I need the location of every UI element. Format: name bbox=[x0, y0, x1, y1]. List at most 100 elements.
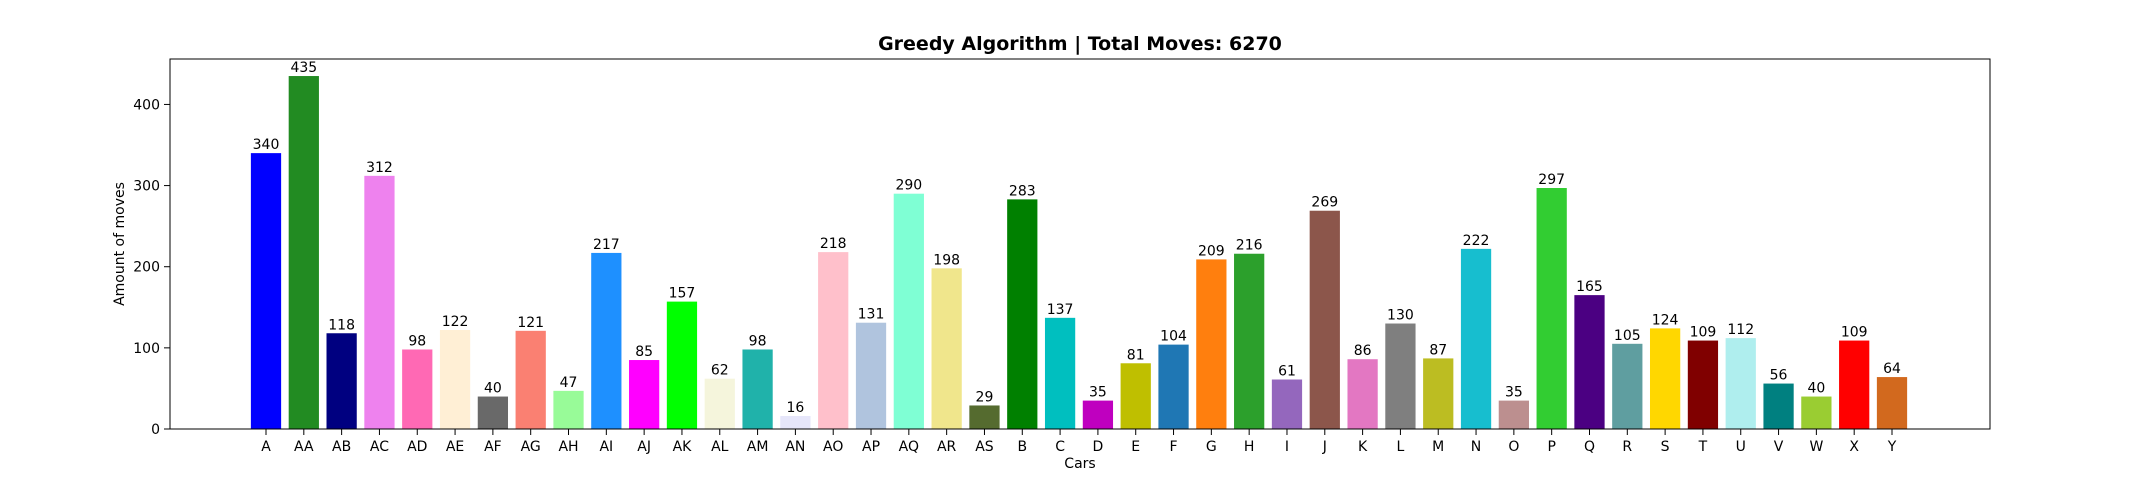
data-label: 283 bbox=[1009, 183, 1036, 199]
x-tick-label: AA bbox=[294, 439, 314, 455]
x-tick-label: T bbox=[1698, 439, 1708, 455]
data-label: 130 bbox=[1387, 308, 1414, 324]
x-tick-label: G bbox=[1206, 439, 1217, 455]
data-label: 340 bbox=[253, 137, 280, 153]
bar-AH bbox=[553, 390, 584, 429]
bar-AR bbox=[931, 268, 962, 429]
x-tick-label: C bbox=[1055, 439, 1065, 455]
data-label: 290 bbox=[895, 178, 922, 194]
x-tick-label: AQ bbox=[899, 439, 919, 455]
data-label: 216 bbox=[1236, 238, 1263, 254]
data-label: 98 bbox=[749, 333, 767, 349]
data-label: 87 bbox=[1429, 342, 1447, 358]
bar-AF bbox=[477, 396, 509, 429]
data-label: 198 bbox=[933, 252, 960, 268]
data-label: 56 bbox=[1770, 368, 1788, 384]
bar-U bbox=[1725, 338, 1756, 429]
bar-V bbox=[1763, 383, 1794, 429]
data-label: 165 bbox=[1576, 279, 1603, 295]
data-label: 112 bbox=[1727, 322, 1754, 338]
bar-E bbox=[1120, 363, 1151, 429]
x-tick-label: V bbox=[1774, 439, 1784, 455]
data-label: 109 bbox=[1841, 325, 1868, 341]
data-label: 35 bbox=[1505, 385, 1523, 401]
bar-N bbox=[1460, 248, 1492, 429]
data-label: 124 bbox=[1652, 312, 1679, 328]
bar-W bbox=[1801, 396, 1832, 429]
y-tick-label: 300 bbox=[133, 179, 160, 195]
x-tick-label: AL bbox=[711, 439, 729, 455]
bar-B bbox=[1007, 199, 1038, 429]
x-tick-label: Q bbox=[1584, 439, 1595, 455]
bar-AK bbox=[666, 301, 698, 429]
x-tick-label: AG bbox=[521, 439, 541, 455]
x-tick-label: Y bbox=[1887, 439, 1897, 455]
bar-AC bbox=[364, 175, 395, 429]
data-label: 218 bbox=[820, 236, 847, 252]
data-label: 47 bbox=[560, 375, 578, 391]
data-label: 137 bbox=[1047, 302, 1074, 318]
bar-AA bbox=[288, 76, 319, 429]
data-label: 435 bbox=[290, 60, 317, 76]
data-label: 269 bbox=[1311, 195, 1338, 211]
data-label: 64 bbox=[1883, 361, 1901, 377]
x-tick-label: F bbox=[1170, 439, 1178, 455]
data-label: 222 bbox=[1463, 233, 1490, 249]
x-tick-label: AJ bbox=[637, 439, 651, 455]
bar-K bbox=[1347, 359, 1378, 429]
x-tick-label: X bbox=[1849, 439, 1859, 455]
data-label: 98 bbox=[408, 333, 426, 349]
bar-AB bbox=[326, 333, 357, 429]
x-tick-label: AC bbox=[370, 439, 389, 455]
x-tick-label: AI bbox=[599, 439, 613, 455]
x-tick-label: L bbox=[1397, 439, 1405, 455]
x-tick-label: AD bbox=[407, 439, 427, 455]
bar-Q bbox=[1574, 295, 1605, 429]
data-label: 312 bbox=[366, 160, 393, 176]
bar-D bbox=[1082, 400, 1114, 429]
bar-I bbox=[1271, 379, 1303, 429]
bar-AE bbox=[439, 330, 471, 429]
x-tick-label: R bbox=[1622, 439, 1632, 455]
x-tick-label: W bbox=[1809, 439, 1823, 455]
x-tick-label: K bbox=[1358, 439, 1368, 455]
bar-L bbox=[1385, 323, 1416, 429]
bar-R bbox=[1612, 343, 1643, 429]
data-label: 121 bbox=[517, 315, 544, 331]
x-tick-label: M bbox=[1432, 439, 1444, 455]
x-tick-label: AM bbox=[747, 439, 769, 455]
x-tick-label: AB bbox=[332, 439, 351, 455]
bar-AP bbox=[855, 322, 887, 429]
x-tick-label: AP bbox=[862, 439, 880, 455]
x-tick-label: AF bbox=[484, 439, 502, 455]
bar-G bbox=[1196, 259, 1227, 429]
data-label: 62 bbox=[711, 363, 729, 379]
chart-title: Greedy Algorithm | Total Moves: 6270 bbox=[878, 33, 1282, 55]
data-label: 209 bbox=[1198, 243, 1225, 259]
bar-A bbox=[250, 153, 282, 429]
x-tick-label: AE bbox=[446, 439, 464, 455]
x-tick-label: E bbox=[1131, 439, 1140, 455]
data-label: 81 bbox=[1127, 347, 1145, 363]
y-axis-label: Amount of moves bbox=[112, 182, 128, 306]
data-label: 122 bbox=[442, 314, 469, 330]
data-label: 29 bbox=[976, 389, 994, 405]
bar-F bbox=[1158, 344, 1189, 429]
x-tick-label: H bbox=[1244, 439, 1255, 455]
bar-P bbox=[1536, 188, 1567, 429]
x-tick-label: AO bbox=[823, 439, 843, 455]
x-tick-label: A bbox=[261, 439, 271, 455]
y-tick-label: 400 bbox=[133, 97, 160, 113]
y-tick-label: 100 bbox=[133, 341, 160, 357]
data-label: 40 bbox=[1807, 381, 1825, 397]
bar-S bbox=[1649, 328, 1681, 429]
bar-X bbox=[1839, 340, 1870, 429]
bar-AI bbox=[591, 252, 622, 429]
x-tick-label: U bbox=[1736, 439, 1746, 455]
bar-AS bbox=[969, 405, 1000, 429]
x-tick-label: AR bbox=[937, 439, 957, 455]
data-label: 109 bbox=[1690, 325, 1717, 341]
y-tick-label: 0 bbox=[151, 422, 160, 438]
x-tick-label: AH bbox=[558, 439, 578, 455]
